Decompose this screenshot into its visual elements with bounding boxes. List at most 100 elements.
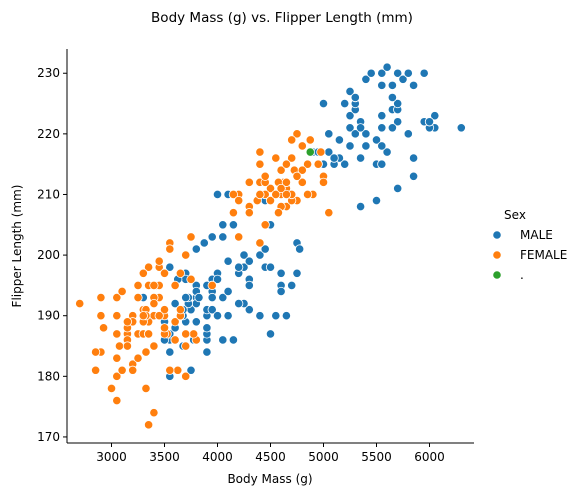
data-point [75,298,85,309]
x-tick-label: 5500 [361,450,392,464]
y-tick-label: 200 [37,248,60,262]
data-point [255,250,265,260]
data-point [255,189,265,200]
x-tick-label: 5000 [308,450,339,464]
data-point [133,280,143,290]
data-point [218,335,228,345]
data-point [122,317,133,327]
y-tick-label: 220 [37,127,60,141]
series-dot [305,147,315,157]
data-point [202,347,212,357]
data-point [350,129,360,139]
data-point [281,189,291,200]
y-tick-label: 210 [37,187,60,201]
data-point [122,341,133,351]
data-point [387,92,397,103]
data-point [154,311,164,321]
data-point [292,268,302,278]
data-point [244,177,254,187]
data-point [181,250,191,260]
legend-title: Sex [504,208,526,222]
x-tick-label: 3000 [96,450,127,464]
data-point [194,292,204,303]
data-point [377,123,387,133]
data-point [382,62,392,72]
data-point [377,141,387,151]
data-point [334,135,344,145]
data-point [398,74,408,84]
data-point [255,238,265,248]
data-point [223,311,233,321]
data-point [281,177,291,187]
data-point [393,117,403,127]
data-point [165,365,175,375]
data-point [91,347,101,357]
data-point [295,244,305,254]
data-point [265,195,276,206]
data-point [186,232,196,242]
data-point [202,323,212,333]
data-point [149,280,159,290]
data-point [96,311,106,321]
data-point [350,92,360,103]
data-point [345,111,355,121]
data-point [181,292,191,303]
data-point [212,274,223,284]
data-point [228,208,239,218]
data-point [244,256,254,266]
data-point [371,195,382,206]
data-point [181,329,191,339]
y-tick-label: 230 [37,66,60,80]
data-point [128,365,138,375]
data-point [305,147,315,157]
data-point [98,323,109,333]
x-tick-label: 3500 [149,450,180,464]
data-point [133,292,143,303]
data-point [403,129,413,139]
data-point [271,153,281,163]
data-point [260,244,270,254]
data-point [316,147,326,157]
data-point [244,208,254,218]
data-point [297,177,307,187]
data-point [207,305,217,315]
data-point [292,129,302,139]
plot-area [75,62,466,430]
data-point [377,68,387,78]
data-point [393,183,403,194]
series-female [75,129,334,430]
data-point [361,74,371,84]
legend-label: . [520,268,524,282]
y-tick-label: 170 [37,430,60,444]
data-point [138,268,148,278]
x-tick-label: 4500 [255,450,286,464]
data-point [234,262,244,272]
data-point [218,220,228,230]
data-point [403,68,413,78]
data-point [408,171,419,181]
data-point [141,347,151,357]
data-point [355,153,366,163]
data-point [212,311,223,321]
data-point [91,365,101,375]
legend-label: MALE [520,228,553,242]
data-point [207,280,217,290]
y-axis-ticks: 170 180 190 200 210 220 230 [37,66,67,444]
data-point [207,292,217,303]
data-point [281,311,291,321]
data-point [255,147,265,157]
data-point [345,141,355,151]
data-point [186,365,196,375]
data-point [186,274,196,284]
data-point [175,268,186,278]
data-point [287,135,297,145]
data-point [297,165,307,175]
x-tick-label: 6000 [414,450,445,464]
data-point [175,305,186,315]
data-point [244,305,254,315]
data-point [106,383,117,394]
data-point [112,395,122,406]
y-tick-label: 180 [37,369,60,383]
data-point [170,335,180,345]
